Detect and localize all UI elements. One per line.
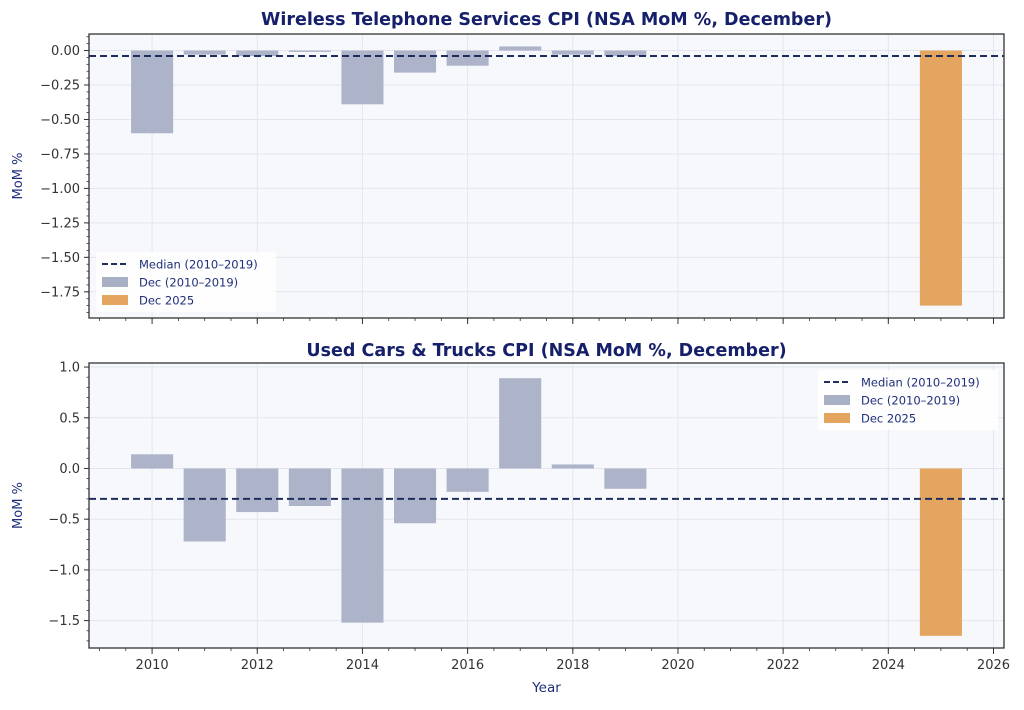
bar-historical-2015 <box>394 50 437 73</box>
y-tick-label: −1.0 <box>48 563 80 578</box>
x-tick-label: 2024 <box>872 658 905 673</box>
bar-current-2025 <box>919 468 962 636</box>
x-tick-label: 2026 <box>977 658 1010 673</box>
chart-panel-2: 1.0 0.5 0.0 −0.5 −1.0 −1.5 2010 2012 2014 2016 201… <box>11 341 1010 696</box>
bar-historical-2011 <box>183 50 226 55</box>
legend-label: Dec 2025 <box>861 412 916 426</box>
bar-historical-2011 <box>183 468 226 542</box>
bar-historical-2013 <box>288 468 331 507</box>
x-tick-label: 2022 <box>767 658 800 673</box>
x-tick-label: 2020 <box>661 658 694 673</box>
legend-box <box>818 370 998 430</box>
legend-label: Dec (2010–2019) <box>139 276 238 290</box>
y-tick-label: 0.5 <box>59 411 80 426</box>
bar-historical-2019 <box>604 50 647 57</box>
legend-label: Dec (2010–2019) <box>861 394 960 408</box>
bar-historical-2016 <box>446 50 489 66</box>
bar-historical-2014 <box>341 468 384 623</box>
y-tick-label: −1.00 <box>40 182 80 197</box>
legend-historical-swatch <box>102 277 128 287</box>
y-tick-label: 1.0 <box>59 361 80 376</box>
y-axis-label: MoM % <box>11 153 26 200</box>
bar-historical-2017 <box>499 46 542 51</box>
legend-label: Median (2010–2019) <box>139 258 258 272</box>
x-tick-label: 2010 <box>136 658 169 673</box>
legend-historical-swatch <box>824 395 850 405</box>
bar-historical-2012 <box>236 50 279 57</box>
bar-historical-2018 <box>551 50 594 55</box>
bar-historical-2010 <box>131 454 174 469</box>
bar-historical-2012 <box>236 468 279 513</box>
y-tick-label: −1.50 <box>40 251 80 266</box>
y-tick-label: −1.75 <box>40 285 80 300</box>
x-tick-label: 2016 <box>451 658 484 673</box>
x-tick-label: 2012 <box>241 658 274 673</box>
y-tick-label: 0.00 <box>51 44 80 59</box>
legend-label: Dec 2025 <box>139 294 194 308</box>
y-tick-label: −0.25 <box>40 79 80 94</box>
chart-title: Wireless Telephone Services CPI (NSA MoM… <box>261 10 832 30</box>
bar-current-2025 <box>919 50 962 306</box>
legend-current-swatch <box>102 295 128 305</box>
bar-historical-2016 <box>446 468 489 492</box>
bar-historical-2010 <box>131 50 174 134</box>
y-axis-label: MoM % <box>11 482 26 529</box>
x-axis-label: Year <box>531 680 561 696</box>
y-tick-label: −0.75 <box>40 147 80 162</box>
legend: Median (2010–2019) Dec (2010–2019) Dec 202… <box>818 370 998 430</box>
legend-current-swatch <box>824 413 850 423</box>
legend-label: Median (2010–2019) <box>861 376 980 390</box>
legend: Median (2010–2019) Dec (2010–2019) Dec 202… <box>96 252 276 312</box>
y-tick-label: −0.5 <box>48 513 80 528</box>
y-tick-label: 0.0 <box>59 462 80 477</box>
bar-historical-2013 <box>288 50 331 52</box>
bar-historical-2014 <box>341 50 384 105</box>
chart-panel-1: 0.00 −0.25 −0.50 −0.75 −1.00 −1.25 −1.50 −1.75 W… <box>11 10 1005 324</box>
y-tick-label: −0.50 <box>40 113 80 128</box>
x-tick-label: 2014 <box>346 658 379 673</box>
x-tick-label: 2018 <box>556 658 589 673</box>
bar-historical-2017 <box>499 378 542 469</box>
y-tick-label: −1.5 <box>48 614 80 629</box>
bar-historical-2015 <box>394 468 437 524</box>
legend-box <box>96 252 276 312</box>
bar-historical-2018 <box>551 464 594 469</box>
bar-historical-2019 <box>604 468 647 489</box>
chart-title: Used Cars & Trucks CPI (NSA MoM %, Decem… <box>306 341 786 361</box>
y-tick-label: −1.25 <box>40 216 80 231</box>
